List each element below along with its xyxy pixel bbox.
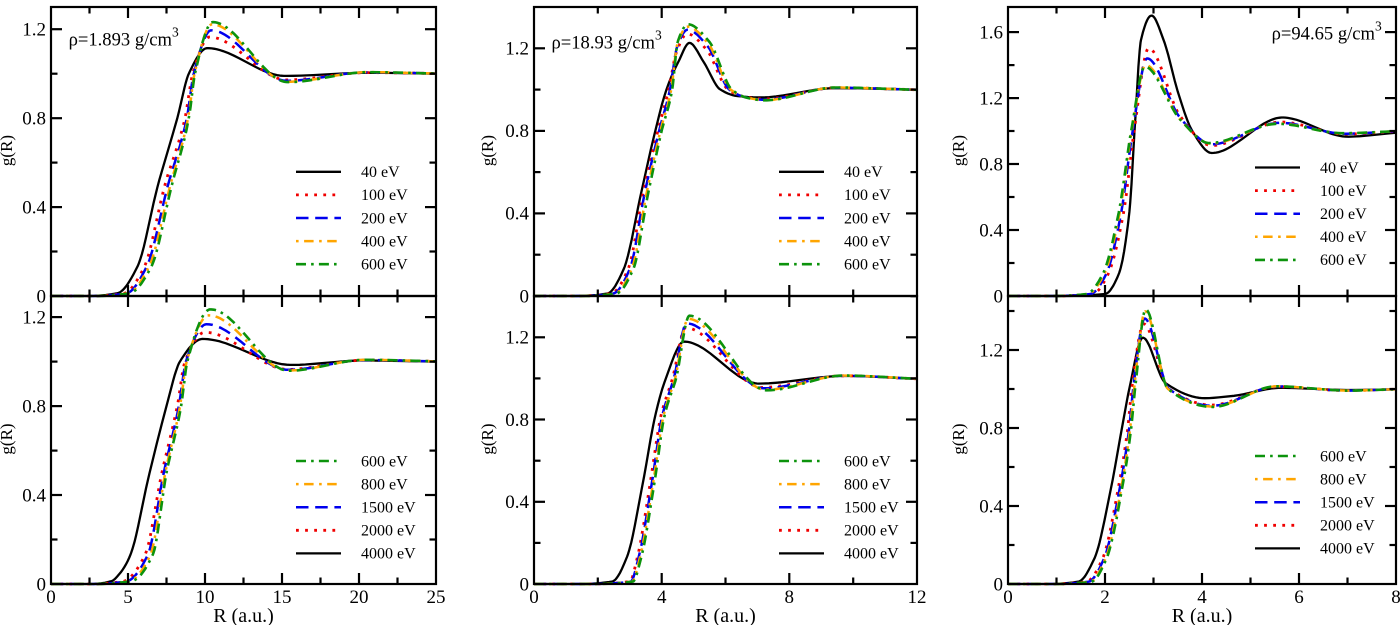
svg-text:R (a.u.): R (a.u.) bbox=[213, 605, 274, 625]
svg-text:0.8: 0.8 bbox=[979, 154, 1003, 175]
svg-text:400 eV: 400 eV bbox=[844, 233, 891, 250]
svg-text:1.6: 1.6 bbox=[979, 22, 1003, 43]
svg-text:1.2: 1.2 bbox=[979, 88, 1003, 109]
svg-text:4000 eV: 4000 eV bbox=[844, 546, 899, 563]
svg-text:0.4: 0.4 bbox=[22, 197, 46, 218]
svg-text:0.4: 0.4 bbox=[979, 220, 1003, 241]
svg-text:600 eV: 600 eV bbox=[361, 453, 408, 470]
svg-text:0.4: 0.4 bbox=[979, 496, 1003, 517]
svg-text:0: 0 bbox=[1003, 587, 1013, 608]
svg-text:2000 eV: 2000 eV bbox=[1320, 518, 1375, 535]
svg-text:25: 25 bbox=[427, 587, 446, 608]
svg-text:8: 8 bbox=[785, 587, 795, 608]
svg-text:40 eV: 40 eV bbox=[844, 164, 883, 181]
svg-text:0.8: 0.8 bbox=[22, 396, 46, 417]
svg-text:0.8: 0.8 bbox=[505, 410, 529, 431]
svg-text:4: 4 bbox=[1197, 587, 1207, 608]
svg-text:4000 eV: 4000 eV bbox=[361, 546, 416, 563]
svg-text:0.8: 0.8 bbox=[979, 418, 1003, 439]
svg-text:40 eV: 40 eV bbox=[361, 164, 400, 181]
svg-text:600 eV: 600 eV bbox=[844, 257, 891, 274]
svg-text:1.2: 1.2 bbox=[979, 340, 1003, 361]
svg-text:800 eV: 800 eV bbox=[1320, 471, 1367, 488]
svg-text:1.2: 1.2 bbox=[505, 39, 529, 60]
svg-text:100 eV: 100 eV bbox=[844, 187, 891, 204]
svg-text:4000 eV: 4000 eV bbox=[1320, 541, 1375, 558]
svg-text:200 eV: 200 eV bbox=[361, 210, 408, 227]
svg-text:800 eV: 800 eV bbox=[361, 476, 408, 493]
svg-text:1.2: 1.2 bbox=[505, 328, 529, 349]
svg-text:0: 0 bbox=[529, 587, 539, 608]
svg-text:1500 eV: 1500 eV bbox=[361, 500, 416, 517]
svg-text:2: 2 bbox=[1100, 587, 1110, 608]
svg-text:ρ=1.893 g/cm3: ρ=1.893 g/cm3 bbox=[69, 24, 179, 50]
svg-text:0: 0 bbox=[46, 587, 56, 608]
svg-text:6: 6 bbox=[1294, 587, 1304, 608]
svg-text:20: 20 bbox=[350, 587, 369, 608]
svg-text:0: 0 bbox=[37, 286, 47, 307]
svg-text:400 eV: 400 eV bbox=[1320, 229, 1367, 246]
svg-text:0: 0 bbox=[520, 574, 530, 595]
svg-text:4: 4 bbox=[657, 587, 667, 608]
svg-text:g(R): g(R) bbox=[0, 423, 16, 454]
svg-text:g(R): g(R) bbox=[478, 135, 497, 166]
svg-text:5: 5 bbox=[123, 587, 133, 608]
svg-text:40 eV: 40 eV bbox=[1320, 160, 1359, 177]
svg-text:400 eV: 400 eV bbox=[361, 233, 408, 250]
svg-text:0.8: 0.8 bbox=[505, 121, 529, 142]
svg-text:600 eV: 600 eV bbox=[844, 453, 891, 470]
svg-text:g(R): g(R) bbox=[949, 135, 968, 166]
svg-text:ρ=18.93 g/cm3: ρ=18.93 g/cm3 bbox=[552, 28, 662, 54]
svg-text:1.2: 1.2 bbox=[22, 307, 46, 328]
svg-text:8: 8 bbox=[1391, 587, 1400, 608]
svg-text:1500 eV: 1500 eV bbox=[1320, 495, 1375, 512]
svg-text:0.4: 0.4 bbox=[505, 204, 529, 225]
svg-text:0.4: 0.4 bbox=[22, 485, 46, 506]
svg-text:R (a.u.): R (a.u.) bbox=[695, 605, 756, 625]
svg-text:100 eV: 100 eV bbox=[361, 187, 408, 204]
svg-text:0.4: 0.4 bbox=[505, 492, 529, 513]
svg-text:1500 eV: 1500 eV bbox=[844, 500, 899, 517]
svg-text:0: 0 bbox=[994, 286, 1004, 307]
svg-text:g(R): g(R) bbox=[949, 423, 968, 454]
svg-text:12: 12 bbox=[908, 587, 927, 608]
svg-text:800 eV: 800 eV bbox=[844, 476, 891, 493]
svg-text:R (a.u.): R (a.u.) bbox=[1172, 605, 1233, 625]
svg-text:0.8: 0.8 bbox=[22, 109, 46, 130]
svg-text:0: 0 bbox=[37, 574, 47, 595]
svg-text:600 eV: 600 eV bbox=[1320, 448, 1367, 465]
svg-text:ρ=94.65 g/cm3: ρ=94.65 g/cm3 bbox=[1272, 19, 1382, 45]
svg-text:15: 15 bbox=[273, 587, 292, 608]
svg-text:10: 10 bbox=[196, 587, 215, 608]
svg-text:g(R): g(R) bbox=[0, 135, 16, 166]
svg-text:200 eV: 200 eV bbox=[844, 210, 891, 227]
svg-text:200 eV: 200 eV bbox=[1320, 206, 1367, 223]
svg-text:100 eV: 100 eV bbox=[1320, 183, 1367, 200]
svg-text:2000 eV: 2000 eV bbox=[844, 523, 899, 540]
svg-text:2000 eV: 2000 eV bbox=[361, 523, 416, 540]
svg-text:1.2: 1.2 bbox=[22, 20, 46, 41]
svg-text:g(R): g(R) bbox=[478, 423, 497, 454]
svg-text:0: 0 bbox=[994, 574, 1004, 595]
svg-text:0: 0 bbox=[520, 286, 530, 307]
svg-text:600 eV: 600 eV bbox=[1320, 252, 1367, 269]
svg-text:600 eV: 600 eV bbox=[361, 257, 408, 274]
